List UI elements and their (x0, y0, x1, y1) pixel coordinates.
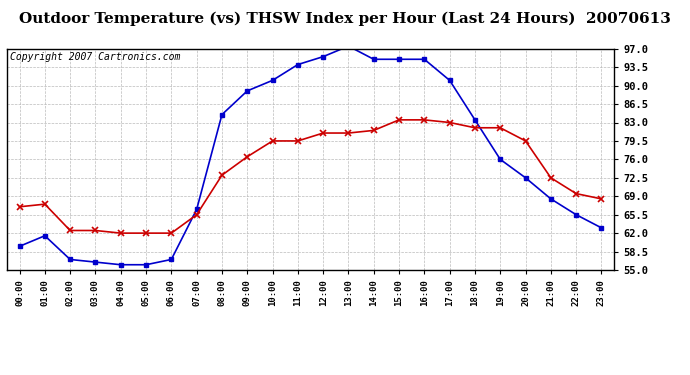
Text: Outdoor Temperature (vs) THSW Index per Hour (Last 24 Hours)  20070613: Outdoor Temperature (vs) THSW Index per … (19, 11, 671, 26)
Text: Copyright 2007 Cartronics.com: Copyright 2007 Cartronics.com (10, 52, 180, 62)
